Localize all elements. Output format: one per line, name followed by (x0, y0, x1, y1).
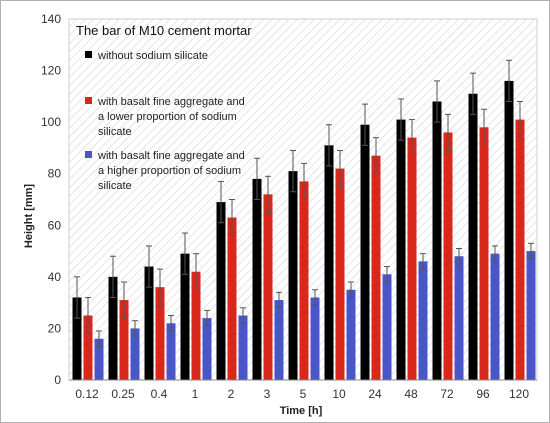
x-tick-label: 48 (404, 387, 418, 401)
bar-72-series-3 (454, 256, 464, 380)
bar-96-series-3 (490, 253, 500, 380)
y-axis-title: Height [mm] (23, 184, 35, 249)
bar-0_12-series-2 (83, 315, 93, 380)
bar-72-series-2 (443, 132, 453, 380)
bar-5-series-1 (288, 171, 298, 380)
x-tick-label: 96 (476, 387, 490, 401)
y-tick-label: 80 (48, 167, 62, 181)
bar-24-series-1 (360, 124, 370, 380)
y-tick-label: 120 (41, 64, 61, 78)
bar-2-series-3 (238, 315, 248, 380)
y-tick-label: 60 (48, 218, 62, 232)
bar-1-series-3 (202, 318, 212, 380)
error-bars-layer (74, 59, 534, 347)
bar-3-series-1 (252, 178, 262, 380)
bars-layer (72, 80, 536, 381)
x-tick-label: 120 (509, 387, 529, 401)
bar-1-series-1 (180, 253, 190, 380)
x-axis-ticks: 0.12 0.25 0.4 1 2 3 5 10 24 48 72 96 120 (75, 387, 529, 401)
chart-title: The bar of M10 cement mortar (76, 23, 252, 38)
x-tick-label: 0.4 (151, 387, 168, 401)
bar-2-series-1 (216, 202, 226, 380)
x-tick-label: 72 (440, 387, 454, 401)
bar-0_25-series-2 (119, 300, 129, 380)
bar-5-series-2 (299, 181, 309, 380)
bar-0_4-series-3 (166, 323, 176, 380)
y-tick-label: 40 (48, 270, 62, 284)
bar-3-series-3 (274, 300, 284, 380)
legend-label-series-2: with basalt fine aggregate and (97, 96, 245, 108)
bar-48-series-3 (418, 261, 428, 380)
legend-label-series-3: with basalt fine aggregate and (97, 150, 245, 162)
legend-marker-series-3 (85, 151, 92, 158)
bar-120-series-3 (526, 251, 536, 380)
y-tick-label: 0 (54, 373, 61, 387)
bar-3-series-2 (263, 194, 273, 380)
legend-marker-series-2 (85, 97, 92, 104)
x-tick-label: 2 (228, 387, 235, 401)
bar-48-series-2 (407, 137, 417, 380)
legend-label-series-2: silicate (98, 126, 132, 138)
x-tick-label: 1 (192, 387, 199, 401)
legend-label-series-2: a lower proportion of sodium (98, 111, 237, 123)
x-tick-label: 0.12 (75, 387, 99, 401)
bar-72-series-1 (432, 101, 442, 380)
bar-0_25-series-1 (108, 276, 118, 380)
bar-2-series-2 (227, 217, 237, 380)
y-tick-label: 100 (41, 115, 61, 129)
y-tick-label: 140 (41, 12, 61, 26)
x-tick-label: 3 (264, 387, 271, 401)
y-axis-ticks: 0 20 40 60 80 100 120 140 (41, 12, 61, 387)
x-tick-label: 10 (332, 387, 346, 401)
x-axis-title: Time [h] (280, 405, 323, 417)
legend-label-series-3: a higher proportion of sodium (98, 165, 241, 177)
bar-0_12-series-1 (72, 297, 82, 380)
bar-96-series-2 (479, 127, 489, 380)
bar-5-series-3 (310, 297, 320, 380)
bar-24-series-3 (382, 274, 392, 380)
bar-120-series-1 (504, 80, 514, 380)
bar-0_4-series-2 (155, 287, 165, 380)
bar-48-series-1 (396, 119, 406, 381)
bar-24-series-2 (371, 155, 381, 380)
x-tick-label: 24 (368, 387, 382, 401)
bar-0_25-series-3 (130, 328, 140, 380)
bar-0_4-series-1 (144, 266, 154, 380)
legend: without sodium silicate with basalt fine … (85, 50, 245, 192)
bar-1-series-2 (191, 271, 201, 380)
x-tick-label: 0.25 (111, 387, 135, 401)
legend-label-series-1: without sodium silicate (97, 50, 208, 62)
x-tick-label: 5 (300, 387, 307, 401)
y-tick-label: 20 (48, 321, 62, 335)
bar-96-series-1 (468, 93, 478, 381)
bar-120-series-2 (515, 119, 525, 381)
bar-10-series-2 (335, 168, 345, 380)
legend-marker-series-1 (85, 51, 92, 58)
bar-10-series-1 (324, 145, 334, 380)
bar-10-series-3 (346, 289, 356, 380)
bar-0_12-series-3 (94, 338, 104, 380)
legend-label-series-3: silicate (98, 180, 132, 192)
